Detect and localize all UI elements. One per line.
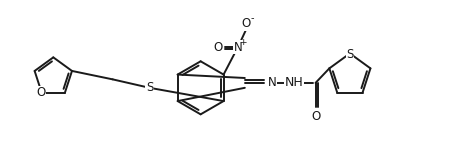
Text: NH: NH [285, 76, 303, 89]
Text: O: O [213, 41, 222, 54]
Text: S: S [146, 81, 153, 94]
Text: N: N [268, 76, 277, 89]
Text: -: - [250, 14, 254, 24]
Text: O: O [36, 86, 45, 99]
Text: N: N [234, 41, 242, 54]
Text: O: O [311, 110, 320, 123]
Text: +: + [240, 38, 247, 47]
Text: S: S [346, 48, 354, 61]
Text: O: O [242, 17, 251, 30]
